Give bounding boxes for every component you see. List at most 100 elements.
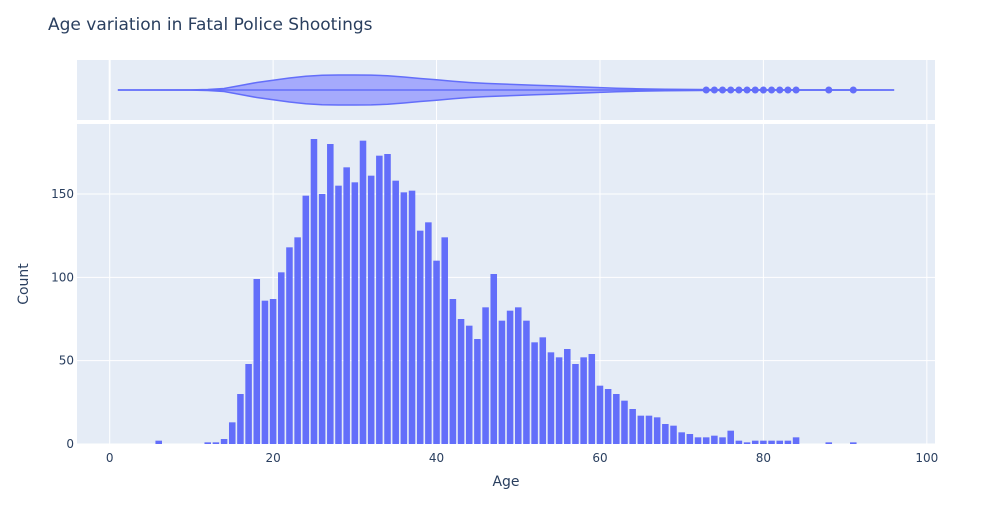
histogram-bar — [539, 337, 547, 444]
violin-outlier-point — [792, 86, 800, 94]
histogram-bar — [245, 364, 252, 444]
histogram-bar — [204, 442, 212, 444]
histogram-bar — [604, 389, 612, 444]
histogram-bar — [678, 432, 685, 444]
histogram-bar — [286, 247, 293, 444]
x-tick-label: 60 — [592, 451, 607, 465]
x-tick-label: 0 — [106, 451, 114, 465]
histogram-bar — [719, 437, 726, 444]
y-axis-ticks: 0 50 100 150 — [51, 187, 74, 451]
histogram-bar — [416, 230, 424, 444]
histogram-bar — [547, 352, 555, 444]
histogram-bar — [727, 430, 734, 444]
histogram-bar — [564, 349, 571, 444]
histogram-bar — [327, 144, 334, 444]
histogram-bar — [498, 320, 506, 444]
histogram-bar — [367, 175, 375, 444]
histogram-bar — [425, 222, 432, 444]
x-tick-label: 20 — [265, 451, 280, 465]
histogram-bar — [776, 440, 784, 444]
violin-outlier-point — [727, 86, 735, 94]
histogram-bar — [751, 440, 759, 444]
histogram-bar — [588, 354, 596, 444]
violin-outlier-point — [719, 86, 727, 94]
histogram-bar — [735, 440, 743, 444]
violin-outlier-point — [825, 86, 833, 94]
histogram-bar — [261, 300, 269, 444]
histogram-bar — [743, 442, 751, 444]
violin-outlier-point — [759, 86, 767, 94]
x-axis-ticks: 0 20 40 60 80 100 — [106, 451, 938, 465]
histogram-bar — [694, 437, 702, 444]
histogram-bar — [465, 325, 473, 444]
histogram-bar — [343, 167, 350, 445]
histogram-bar — [474, 339, 481, 444]
y-tick-label: 150 — [51, 187, 74, 201]
histogram-bar — [310, 139, 318, 444]
histogram-bar — [506, 310, 514, 444]
histogram-bar — [294, 237, 301, 444]
histogram-bar — [457, 319, 465, 444]
histogram-bar — [490, 274, 498, 444]
violin-outlier-point — [768, 86, 776, 94]
histogram-bar — [220, 439, 228, 444]
y-tick-label: 0 — [66, 437, 74, 451]
histogram-bar — [711, 435, 718, 444]
histogram-bar — [637, 415, 645, 444]
violin-outlier-point — [849, 86, 857, 94]
histogram-bar — [629, 409, 636, 444]
violin-outlier-point — [735, 86, 743, 94]
histogram-bar — [408, 190, 416, 444]
histogram-bar — [653, 417, 661, 444]
histogram-bar — [376, 155, 383, 444]
histogram-bars — [155, 139, 857, 445]
histogram-plot-background — [77, 124, 935, 444]
histogram-bar — [237, 394, 244, 444]
histogram-bar — [351, 182, 359, 445]
histogram-bar — [253, 279, 261, 444]
histogram-bar — [482, 307, 489, 444]
y-axis-title: Count — [16, 263, 32, 305]
histogram-bar — [555, 357, 563, 444]
histogram-bar — [449, 299, 457, 444]
histogram-bar — [278, 272, 285, 444]
histogram-bar — [760, 440, 767, 444]
histogram-bar — [155, 440, 162, 444]
histogram-bar — [392, 180, 399, 444]
violin-outlier-point — [702, 86, 710, 94]
histogram-bar — [212, 442, 220, 444]
violin-outlier-point — [743, 86, 751, 94]
x-tick-label: 100 — [915, 451, 938, 465]
histogram-bar — [441, 237, 448, 444]
x-tick-label: 80 — [756, 451, 771, 465]
histogram-bar — [686, 434, 694, 444]
histogram-bar — [792, 437, 800, 444]
histogram-bar — [572, 364, 579, 444]
histogram-bar — [400, 192, 408, 444]
histogram-bar — [318, 194, 326, 444]
chart-title: Age variation in Fatal Police Shootings — [48, 15, 373, 35]
histogram-bar — [825, 442, 833, 444]
histogram-panel: 0 20 40 60 80 100 0 50 100 150 — [51, 124, 938, 465]
violin-panel — [77, 60, 935, 120]
violin-outlier-point — [784, 86, 792, 94]
x-axis-title: Age — [492, 474, 519, 490]
histogram-bar — [784, 440, 792, 444]
histogram-bar — [580, 357, 587, 444]
histogram-bar — [433, 260, 440, 444]
histogram-bar — [269, 299, 277, 444]
histogram-bar — [384, 154, 391, 444]
histogram-bar — [302, 195, 310, 444]
histogram-bar — [670, 425, 677, 444]
histogram-bar — [613, 394, 620, 444]
histogram-bar — [359, 140, 367, 444]
violin-outlier-point — [710, 86, 718, 94]
histogram-bar — [645, 415, 653, 444]
histogram-bar — [850, 442, 857, 444]
violin-outliers — [702, 86, 857, 94]
y-tick-label: 100 — [51, 270, 74, 284]
violin-outlier-point — [776, 86, 784, 94]
histogram-bar — [228, 422, 236, 444]
